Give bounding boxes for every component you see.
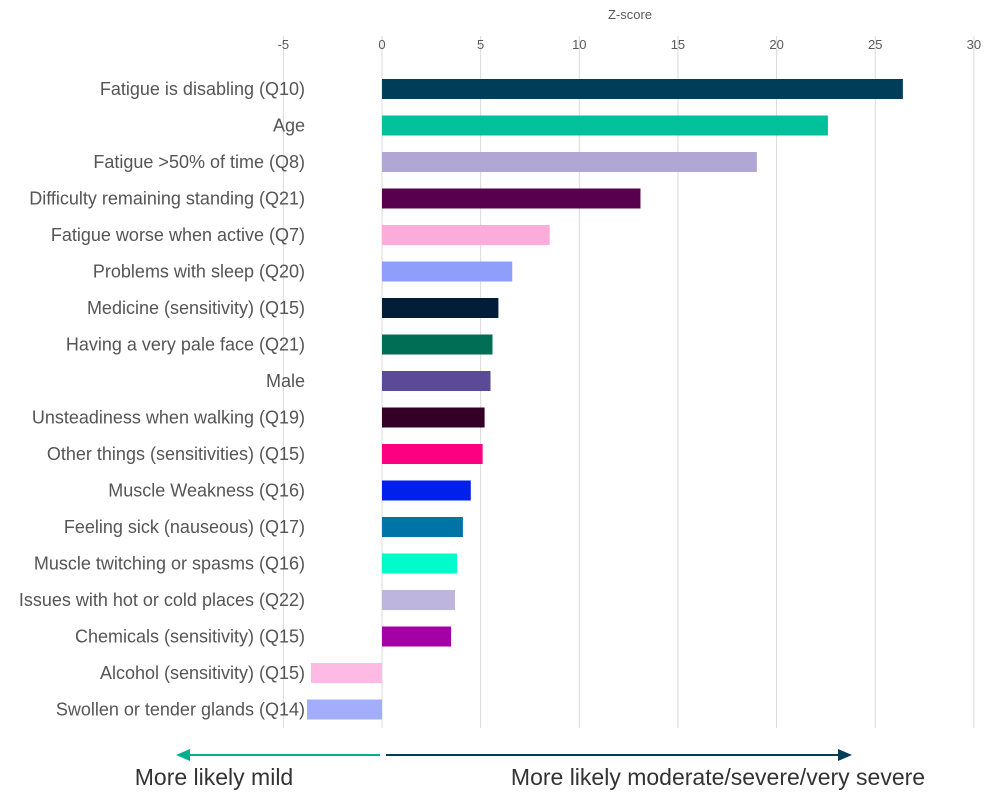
bar	[382, 79, 903, 99]
x-tick-label: 20	[769, 37, 783, 52]
category-label: Issues with hot or cold places (Q22)	[19, 590, 305, 610]
more-likely-mild-caption: More likely mild	[135, 764, 293, 790]
category-label: Fatigue worse when active (Q7)	[51, 225, 305, 245]
category-label: Alcohol (sensitivity) (Q15)	[100, 663, 305, 683]
x-tick-label: 25	[868, 37, 882, 52]
category-label: Medicine (sensitivity) (Q15)	[87, 298, 305, 318]
bar	[382, 152, 757, 172]
bar	[382, 225, 550, 245]
category-label: Having a very pale face (Q21)	[66, 335, 305, 355]
category-label: Male	[266, 371, 305, 391]
x-tick-label: -5	[278, 37, 290, 52]
bar	[382, 334, 493, 355]
x-tick-label: 5	[477, 37, 484, 52]
bar	[382, 298, 499, 318]
bars	[307, 79, 903, 720]
bar	[382, 115, 828, 136]
x-axis-title: Z-score	[608, 7, 652, 22]
category-label: Unsteadiness when walking (Q19)	[32, 408, 305, 428]
bar	[382, 444, 483, 464]
bar	[310, 663, 382, 683]
x-tick-label: 0	[378, 37, 385, 52]
more-likely-severe-caption: More likely moderate/severe/very severe	[511, 764, 925, 790]
x-tick-label: 15	[671, 37, 685, 52]
bar	[382, 480, 471, 501]
category-label: Swollen or tender glands (Q14)	[56, 700, 305, 720]
bar	[382, 261, 513, 282]
x-tick-labels: -5 0 5 10 15 20 25 30	[278, 37, 982, 52]
bar	[307, 699, 382, 720]
bar	[382, 590, 456, 610]
category-label: Muscle twitching or spasms (Q16)	[34, 554, 305, 574]
direction-annotations: More likely mild More likely moderate/sev…	[135, 749, 925, 790]
category-label: Age	[273, 116, 305, 136]
category-label: Chemicals (sensitivity) (Q15)	[75, 627, 305, 647]
category-label: Problems with sleep (Q20)	[93, 262, 305, 282]
mild-arrow-head	[176, 749, 190, 761]
category-label: Muscle Weakness (Q16)	[108, 481, 305, 501]
severe-arrow-head	[838, 749, 852, 761]
category-label: Fatigue >50% of time (Q8)	[93, 152, 305, 172]
bar	[382, 517, 463, 537]
category-labels: Fatigue is disabling (Q10) Age Fatigue >50…	[19, 79, 305, 720]
bar	[382, 188, 641, 209]
x-tick-label: 10	[572, 37, 586, 52]
bar	[382, 407, 485, 428]
category-label: Fatigue is disabling (Q10)	[100, 79, 305, 99]
category-label: Feeling sick (nauseous) (Q17)	[64, 517, 305, 537]
x-tick-label: 30	[967, 37, 981, 52]
category-label: Difficulty remaining standing (Q21)	[29, 189, 305, 209]
bar	[382, 626, 452, 647]
bar	[382, 553, 457, 574]
bar	[382, 371, 491, 391]
category-label: Other things (sensitivities) (Q15)	[47, 444, 305, 464]
